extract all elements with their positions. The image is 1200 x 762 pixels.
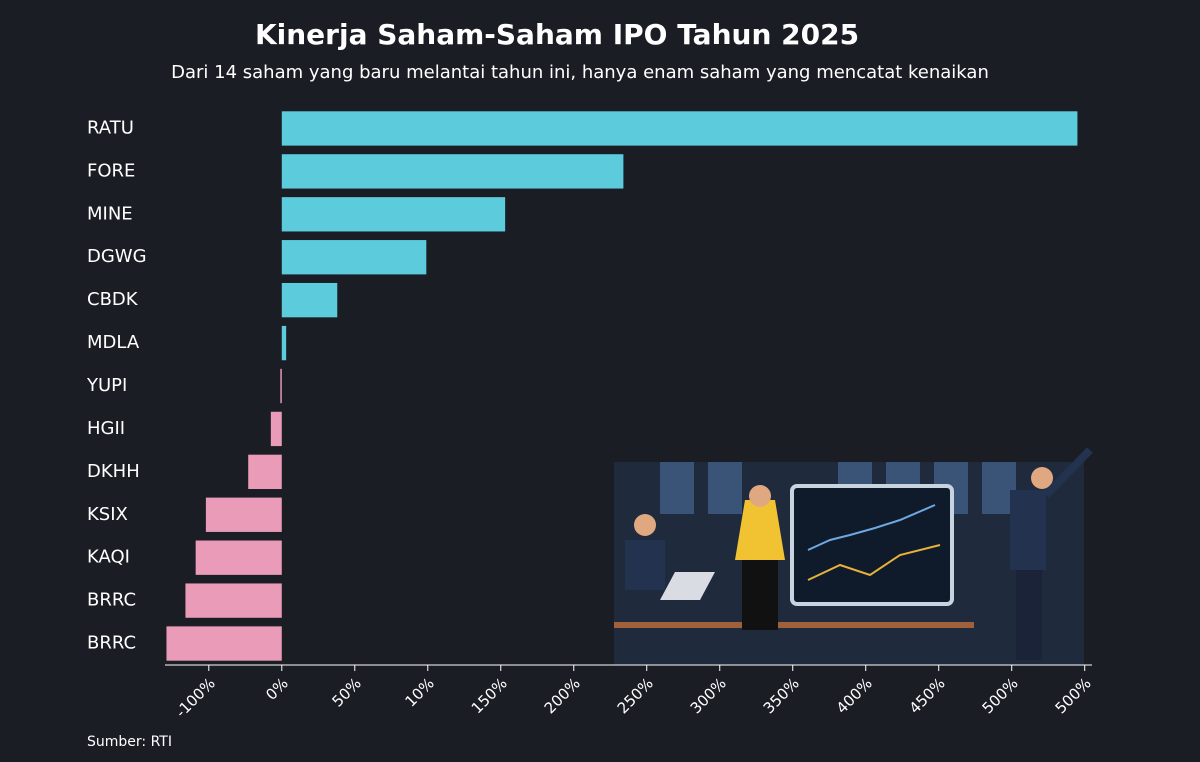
- x-tick-label: 450%: [906, 674, 949, 717]
- x-tick-label: 500%: [1052, 674, 1095, 717]
- x-tick-label: 350%: [760, 674, 803, 717]
- x-tick-label: 10%: [401, 674, 437, 710]
- y-tick-label: FORE: [87, 160, 135, 181]
- bar: [281, 240, 427, 275]
- chart-title: Kinerja Saham-Saham IPO Tahun 2025: [255, 18, 859, 51]
- bar: [281, 197, 506, 232]
- x-tick-label: 500%: [979, 674, 1022, 717]
- bar: [280, 368, 282, 404]
- y-tick-label: MDLA: [87, 332, 140, 353]
- bar: [195, 540, 282, 575]
- x-tick-label: 150%: [468, 674, 511, 717]
- y-tick-label: DGWG: [87, 246, 147, 267]
- y-tick-label: KSIX: [87, 504, 128, 525]
- y-tick-label: YUPI: [86, 375, 127, 396]
- bar: [281, 154, 624, 189]
- bar: [281, 282, 338, 318]
- bar: [281, 325, 287, 361]
- bar: [270, 411, 282, 447]
- source: Sumber: RTI: [87, 734, 172, 750]
- bar: [185, 583, 282, 618]
- x-tick-label: 200%: [541, 674, 584, 717]
- chart-subtitle: Dari 14 saham yang baru melantai tahun i…: [171, 62, 989, 83]
- bar: [166, 626, 282, 661]
- y-tick-label: CBDK: [87, 289, 139, 310]
- y-tick-label: HGII: [87, 418, 125, 439]
- x-tick-label: 400%: [833, 674, 876, 717]
- y-tick-label: DKHH: [87, 461, 140, 482]
- bar: [248, 454, 282, 490]
- bar: [281, 111, 1078, 146]
- x-tick-label: 50%: [328, 674, 364, 710]
- illustration: [614, 447, 1093, 665]
- y-tick-label: BRRC: [87, 633, 136, 654]
- y-tick-label: BRRC: [87, 590, 136, 611]
- y-tick-label: RATU: [87, 117, 134, 138]
- x-tick-label: 300%: [687, 674, 730, 717]
- y-tick-label: KAQI: [87, 547, 130, 568]
- x-tick-label: 0%: [262, 674, 292, 704]
- x-tick-label: -100%: [172, 674, 219, 721]
- x-tick-label: 250%: [614, 674, 657, 717]
- y-tick-label: MINE: [87, 203, 133, 224]
- bar: [205, 497, 282, 532]
